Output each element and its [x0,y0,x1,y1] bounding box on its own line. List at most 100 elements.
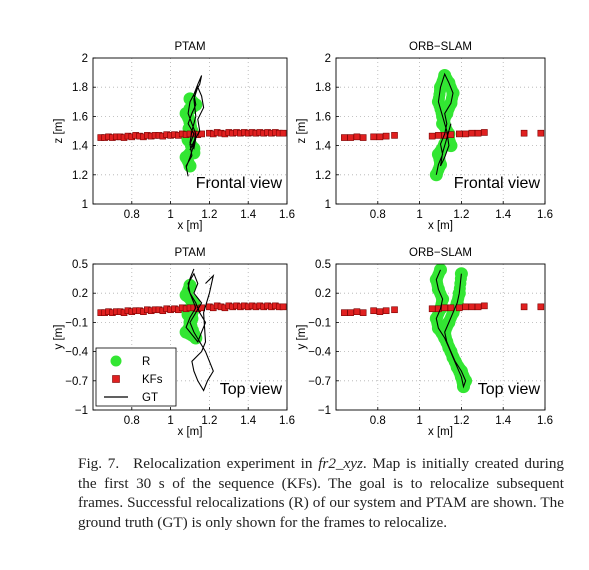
keyframe-marker [376,133,384,141]
keyframe-marker [441,304,448,312]
y-axis-label: y [m] [296,325,308,350]
keyframe-marker [468,129,476,137]
y-tick-label: −1 [75,405,88,417]
y-axis-label: z [m] [296,119,308,144]
x-tick-label: 0.8 [124,415,140,427]
x-tick-label: 1 [416,209,422,221]
y-tick-label: 1.2 [72,170,88,182]
legend-label: R [142,356,150,368]
view-annotation: Top view [478,381,541,398]
x-tick-label: 0.8 [124,209,140,221]
chart-title: PTAM [174,41,205,53]
chart-panel-2: 0.8 1 1.2 1.4 1.6 1 1.2 1.4 1.6 1.8 2 ORB−SLAM x [m]… [296,41,553,232]
chart-panel-3: 0.8 1 1.2 1.4 1.6 −1 −0.7 −0.4 −0.1 0.2 0.5 PTAM x [… [53,247,295,438]
x-tick-label: 0.8 [370,209,386,221]
figure-caption: Fig. 7. Relocalization experiment in fr2_… [78,454,564,532]
keyframe-marker [382,307,390,315]
y-tick-label: −0.4 [65,347,88,359]
relocalization-point [183,112,196,125]
y-tick-label: 0.5 [72,259,88,271]
y-tick-label: 1.4 [315,141,332,153]
axes-box [92,263,288,411]
x-tick-label: 1 [416,415,422,427]
x-axis-label: x [m] [428,426,453,438]
keyframe-marker [382,132,390,140]
ground-truth-line [435,269,467,389]
y-axis-label: z [m] [53,119,65,144]
x-tick-label: 1.2 [201,415,217,427]
y-tick-label: −0.1 [65,317,88,329]
x-tick-label: 1.4 [495,209,512,221]
x-tick-label: 1.2 [453,415,469,427]
legend-symbol-keyframe [112,375,120,383]
keyframe-marker [462,130,469,138]
chart-title: ORB−SLAM [409,247,472,259]
y-tick-label: 0.5 [315,259,331,271]
keyframe-marker [456,304,463,312]
chart-panel-4: 0.8 1 1.2 1.4 1.6 −1 −0.7 −0.4 −0.1 0.2 0.5 ORB−SLA… [296,247,553,438]
x-tick-label: 1.6 [279,415,295,427]
x-tick-label: 1 [167,209,173,221]
y-tick-label: 1.2 [315,170,331,182]
y-tick-label: −1 [318,405,331,417]
axes-box [335,57,546,205]
keyframe-marker [359,134,367,141]
y-tick-label: −0.1 [308,317,331,329]
x-tick-label: 1.4 [240,415,257,427]
y-axis-label: y [m] [53,325,65,350]
x-tick-label: 0.8 [370,415,386,427]
plot-area [97,268,287,392]
keyframe-marker [428,305,436,313]
legend-symbol-relocalization [110,355,122,367]
ground-truth-line [185,268,215,392]
keyframe-marker [353,308,361,315]
chart-title: ORB−SLAM [409,41,472,53]
legend-label: GT [142,392,158,404]
keyframe-marker [279,129,287,137]
ground-truth-line [435,72,454,175]
y-tick-label: 1.8 [72,82,88,94]
caption-text-start: Relocalization experiment in [133,455,319,472]
keyframe-marker [341,309,348,316]
y-tick-label: 1.4 [72,141,89,153]
keyframe-marker [447,304,455,312]
keyframe-marker [370,307,377,315]
keyframe-marker [370,133,377,141]
keyframe-marker [468,303,476,311]
ground-truth-line [185,75,205,177]
keyframe-marker [474,303,482,311]
legend-box [95,347,177,407]
y-tick-label: 0.2 [72,288,88,300]
keyframe-marker [481,302,488,310]
x-tick-label: 1.6 [537,415,553,427]
keyframe-marker [347,309,354,316]
keyframe-marker [537,129,545,137]
y-tick-label: 1.6 [72,111,88,123]
legend: R KFs GT [95,347,177,407]
axes-box [335,263,546,411]
view-annotation: Top view [220,381,283,398]
keyframe-marker [537,303,545,311]
x-axis-label: x [m] [178,220,203,232]
keyframe-marker [353,133,361,141]
plot-area [341,264,545,394]
keyframe-marker [347,134,354,141]
plot-area [341,69,545,182]
x-axis-label: x [m] [428,220,453,232]
y-tick-label: 1 [325,199,331,211]
legend-label: KFs [142,374,163,386]
y-tick-label: 1.6 [315,111,331,123]
keyframe-marker [481,129,488,136]
x-tick-label: 1.4 [240,209,257,221]
x-tick-label: 1 [167,415,173,427]
keyframe-marker [391,306,398,314]
x-tick-label: 1.6 [537,209,553,221]
view-annotation: Frontal view [454,175,541,192]
figure-panels: 0.8 1 1.2 1.4 1.6 1 1.2 1.4 1.6 1.8 2 PTAM x [m] z [m… [53,41,553,438]
axes-box [92,57,288,205]
keyframe-marker [456,130,463,138]
y-tick-label: −0.7 [308,376,331,388]
y-tick-label: 2 [82,53,88,65]
keyframe-marker [462,303,469,311]
y-tick-label: 2 [325,53,331,65]
